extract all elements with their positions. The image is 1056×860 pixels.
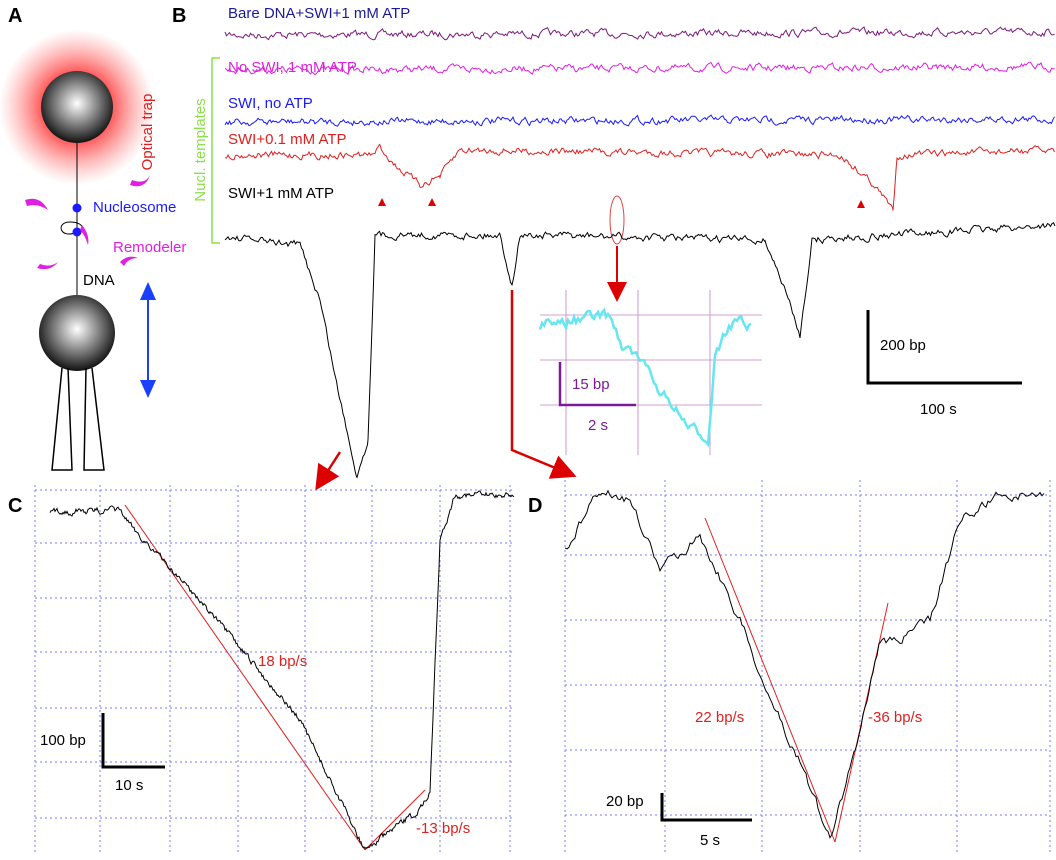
trace	[49, 490, 515, 850]
trace	[224, 222, 1056, 479]
rate-label: -13 bp/s	[416, 820, 470, 837]
trace	[564, 489, 1045, 839]
arrowheads	[378, 198, 865, 208]
bead	[41, 71, 113, 143]
fit-line	[704, 517, 836, 843]
trace	[224, 114, 1055, 127]
panel-label: A	[8, 5, 22, 27]
traces	[49, 26, 1056, 850]
trace	[224, 143, 1055, 211]
bracket	[211, 57, 220, 244]
trace-label: SWI+1 mM ATP	[228, 185, 334, 202]
panel-label: B	[172, 5, 186, 27]
fit-line	[124, 504, 366, 851]
scale-label: 20 bp	[606, 793, 644, 810]
highlight	[609, 195, 625, 245]
scale-label: 100 s	[920, 401, 957, 418]
arrow	[315, 451, 342, 491]
annotation: DNA	[83, 272, 115, 289]
annotation: Remodeler	[113, 239, 186, 256]
annotation: Optical trap	[139, 94, 156, 171]
trace-label: SWI, no ATP	[228, 95, 313, 112]
group-label: Nucl. templates	[192, 98, 209, 201]
rate-label: 18 bp/s	[258, 653, 307, 670]
scale-bar	[866, 310, 1022, 385]
trace-label: SWI+0.1 mM ATP	[228, 131, 347, 148]
scale-label: 10 s	[115, 777, 143, 794]
nucleosome	[72, 227, 82, 237]
grid	[564, 480, 1051, 855]
panel-label: C	[8, 495, 22, 517]
rate-label: -36 bp/s	[868, 709, 922, 726]
rate-label: 22 bp/s	[695, 709, 744, 726]
scale-bar	[101, 713, 165, 769]
scale-bar	[660, 793, 752, 822]
scale-label: 15 bp	[572, 376, 610, 393]
grid	[34, 485, 515, 855]
trace	[224, 61, 1055, 76]
trace	[538, 307, 752, 448]
pipette	[51, 367, 105, 471]
remodelers	[25, 175, 150, 270]
trace	[224, 26, 1055, 41]
scale-label: 2 s	[588, 417, 608, 434]
scale-label: 200 bp	[880, 337, 926, 354]
nucleosome	[72, 203, 82, 213]
arrow	[510, 290, 577, 479]
scale-label: 5 s	[700, 832, 720, 849]
scale-bar	[558, 362, 636, 407]
annotation: Nucleosome	[93, 199, 176, 216]
scale-label: 100 bp	[40, 732, 86, 749]
panel-label: D	[528, 495, 542, 517]
fit-line	[364, 789, 426, 851]
trace-label: Bare DNA+SWI+1 mM ATP	[228, 5, 410, 22]
trace-label: No SWI, 1 mM ATP	[228, 59, 357, 76]
bead	[39, 295, 115, 371]
